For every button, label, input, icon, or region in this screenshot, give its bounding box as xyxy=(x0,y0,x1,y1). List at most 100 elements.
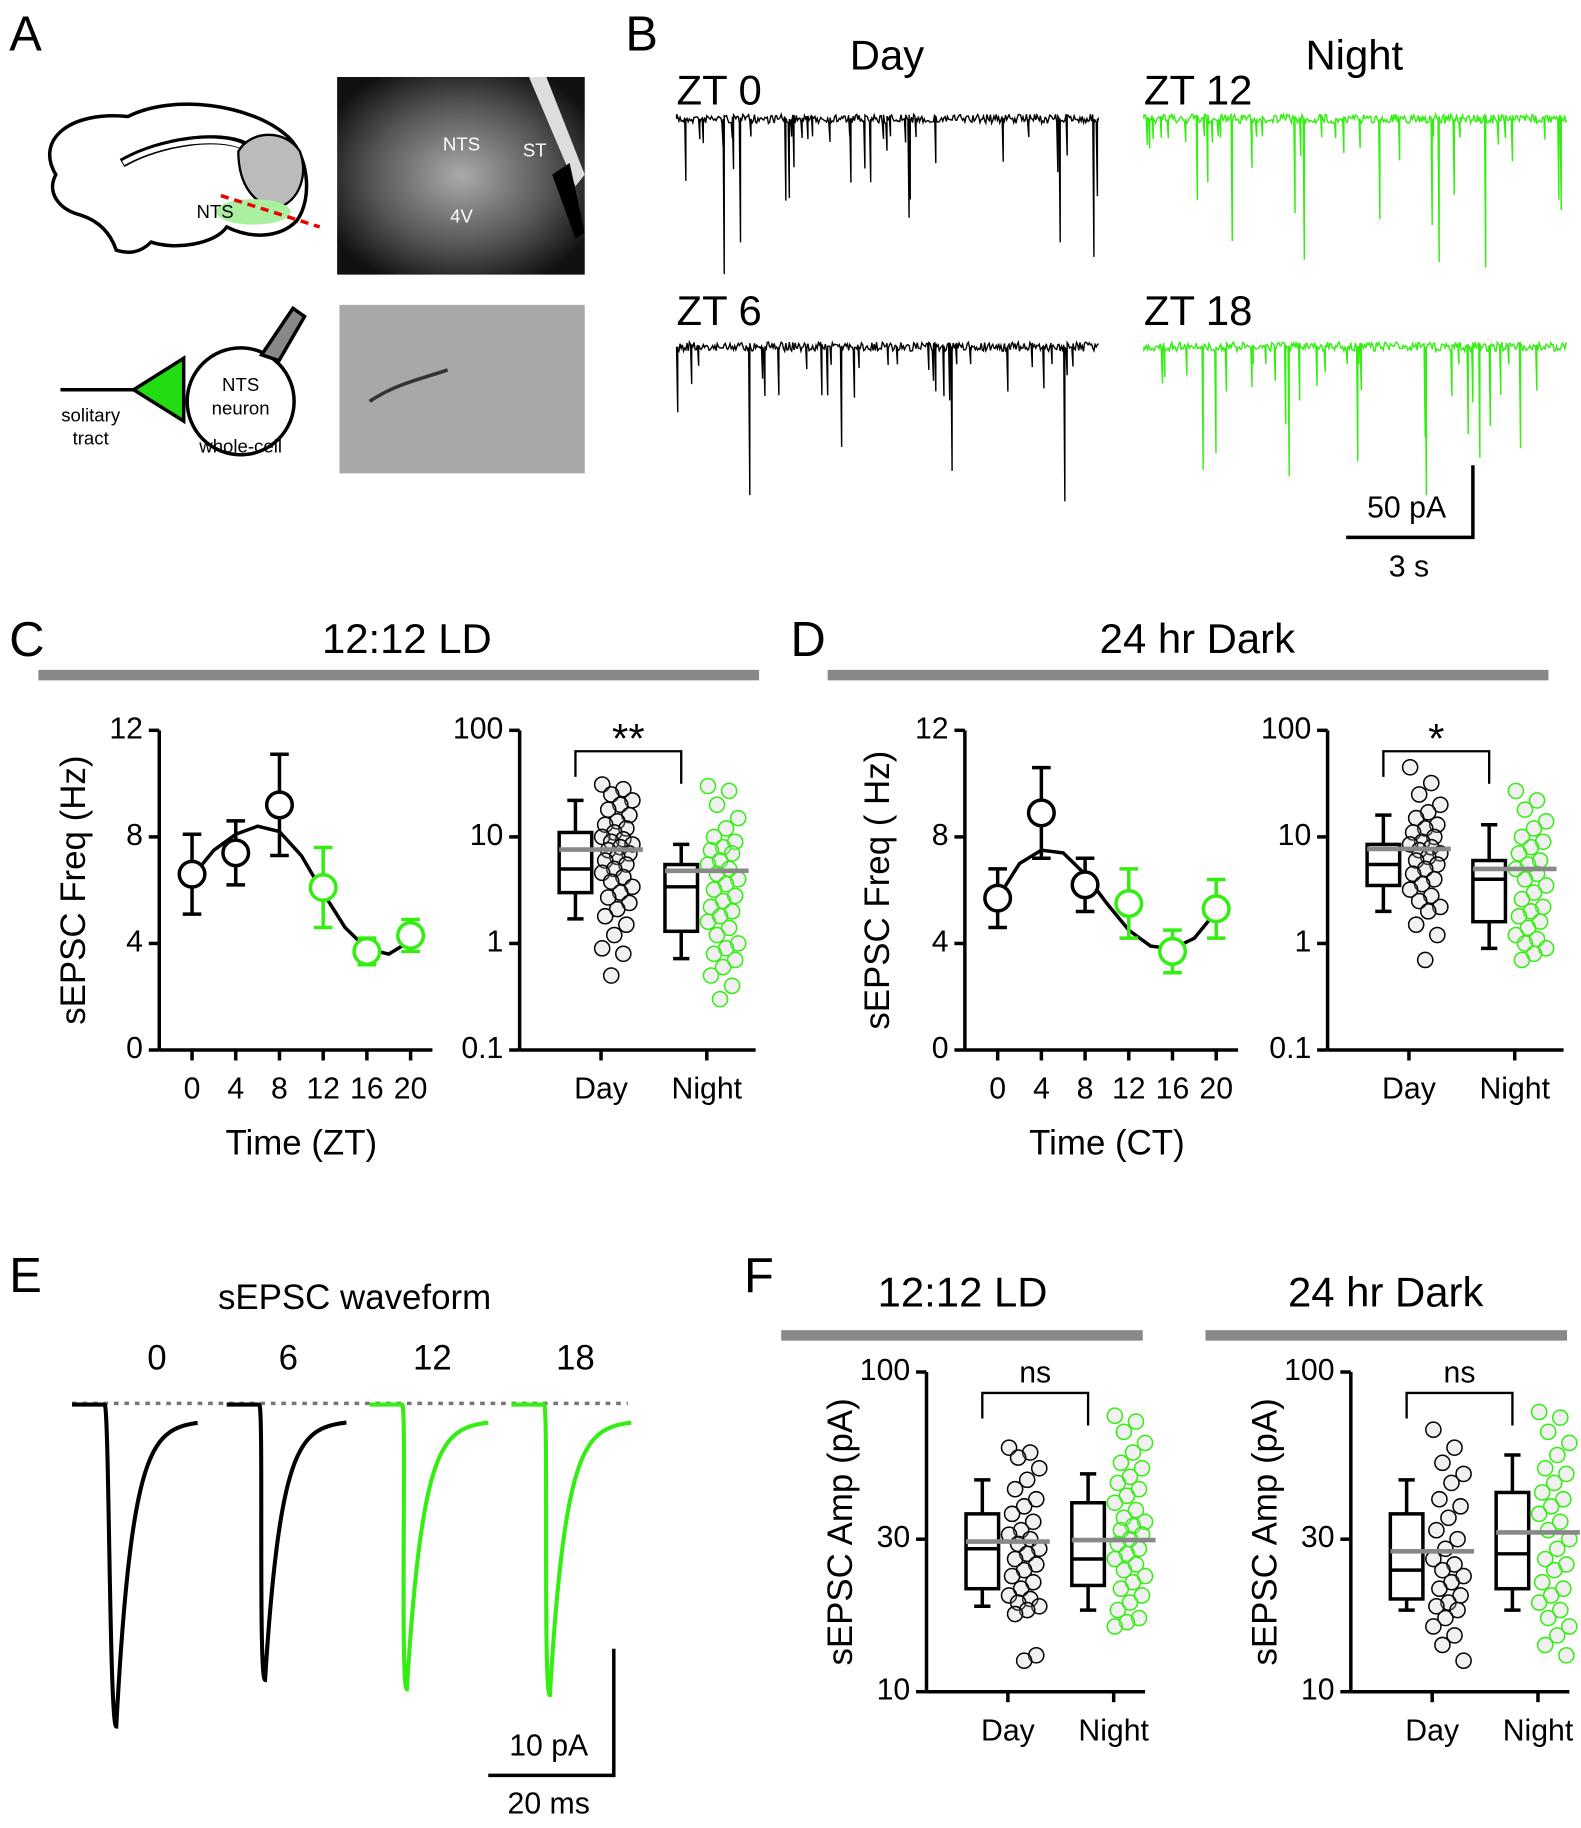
significance-bracket xyxy=(981,1391,1090,1426)
y-tick-label: 0.1 xyxy=(1269,1032,1311,1065)
waveform xyxy=(511,1402,632,1698)
data-point xyxy=(1558,1646,1575,1664)
data-point xyxy=(1446,1439,1463,1456)
title-bar xyxy=(38,669,760,681)
data-point xyxy=(1006,1480,1024,1498)
data-point xyxy=(1516,870,1534,888)
data-point xyxy=(708,796,726,814)
y-tick-label: 4 xyxy=(932,925,949,958)
box xyxy=(964,1512,1001,1591)
title-bar xyxy=(781,1330,1143,1341)
data-point xyxy=(1516,801,1534,818)
data-point xyxy=(1449,1530,1466,1548)
data-point xyxy=(1561,1434,1578,1452)
y-tick-label: 100 xyxy=(1284,1354,1334,1387)
x-tick-label: 0 xyxy=(989,1073,1006,1106)
box xyxy=(1388,1512,1425,1601)
data-point xyxy=(1024,1513,1042,1531)
trace-label: ZT 18 xyxy=(1144,287,1253,334)
data-point xyxy=(1507,782,1525,800)
electrode xyxy=(528,77,585,187)
photo-label: 4V xyxy=(450,206,473,227)
panel-label: F xyxy=(744,1249,774,1303)
y-tick-label: 10 xyxy=(1301,1674,1335,1707)
y-tick-label: 0.1 xyxy=(461,1032,503,1065)
current-trace xyxy=(675,112,1100,275)
data-point xyxy=(1124,1444,1142,1461)
y-tick-label: 100 xyxy=(453,712,503,745)
condition-label: Night xyxy=(1305,31,1403,78)
data-point xyxy=(1522,903,1540,920)
data-point xyxy=(1026,798,1056,828)
data-point xyxy=(1452,1498,1469,1515)
data-point xyxy=(1455,1465,1472,1483)
data-point xyxy=(1106,1494,1124,1512)
data-point xyxy=(1513,890,1531,908)
data-point xyxy=(1516,935,1534,952)
data-point xyxy=(705,881,723,898)
data-point xyxy=(308,872,338,903)
brain-schematic xyxy=(48,102,321,254)
waveform xyxy=(369,1402,489,1692)
data-point xyxy=(1537,813,1555,830)
data-point xyxy=(1401,758,1419,776)
data-point xyxy=(1136,1513,1154,1531)
data-point xyxy=(396,920,426,950)
x-tick-label: Night xyxy=(1503,1714,1574,1747)
x-tick-label: 8 xyxy=(1077,1073,1094,1106)
y-tick-label: 100 xyxy=(1261,712,1311,745)
y-axis-label: sEPSC Freq (Hz) xyxy=(54,756,93,1025)
x-tick-label: Day xyxy=(981,1714,1036,1747)
data-point xyxy=(593,828,611,846)
brain-label: NTS xyxy=(196,201,233,222)
data-point xyxy=(599,889,617,906)
trace-label: ZT 6 xyxy=(677,287,762,334)
x-tick-label: 12 xyxy=(306,1073,340,1106)
title-bar xyxy=(1205,1330,1568,1341)
x-tick-label: 8 xyxy=(271,1073,288,1106)
data-point xyxy=(1425,870,1443,888)
tract-label: tract xyxy=(73,428,110,449)
data-point xyxy=(352,936,382,966)
data-point xyxy=(1513,828,1531,846)
photo-label: ST xyxy=(523,139,547,160)
data-point xyxy=(593,940,611,957)
data-point xyxy=(1003,1567,1021,1585)
cell-shape xyxy=(368,368,449,403)
y-tick-label: 10 xyxy=(470,819,504,852)
y-tick-label: 10 xyxy=(877,1674,911,1707)
data-point xyxy=(1130,1609,1148,1627)
tract-label: solitary xyxy=(61,404,121,425)
data-point xyxy=(1030,1459,1048,1477)
scale-label: 3 s xyxy=(1389,551,1429,584)
data-point xyxy=(1021,1444,1039,1461)
data-point xyxy=(1530,1505,1548,1523)
scale-bar xyxy=(488,1648,616,1778)
data-point xyxy=(1555,1490,1572,1508)
data-point xyxy=(705,945,723,963)
data-point xyxy=(1133,1587,1151,1604)
data-point xyxy=(611,884,629,901)
x-tick-label: 12 xyxy=(1112,1073,1146,1106)
data-point xyxy=(221,838,251,868)
data-point xyxy=(1528,792,1546,809)
significance-label: ns xyxy=(1019,1356,1051,1389)
data-point xyxy=(1121,1594,1139,1611)
data-point xyxy=(1545,1474,1563,1492)
data-point xyxy=(699,913,717,931)
data-point xyxy=(1525,820,1543,837)
x-tick-label: 0 xyxy=(184,1073,201,1106)
y-axis-label: sEPSC Freq ( Hz) xyxy=(858,751,897,1030)
trace-label: 12 xyxy=(413,1339,452,1378)
data-point xyxy=(1015,1652,1033,1670)
data-point xyxy=(602,967,620,984)
data-point xyxy=(1428,1521,1445,1539)
data-point xyxy=(1533,1484,1551,1501)
data-point xyxy=(1157,936,1188,966)
data-point xyxy=(702,967,720,984)
data-point xyxy=(1429,926,1446,944)
panel-label: E xyxy=(9,1249,42,1303)
data-point xyxy=(618,916,635,933)
data-point xyxy=(1548,1627,1566,1644)
data-point xyxy=(1431,1580,1448,1598)
